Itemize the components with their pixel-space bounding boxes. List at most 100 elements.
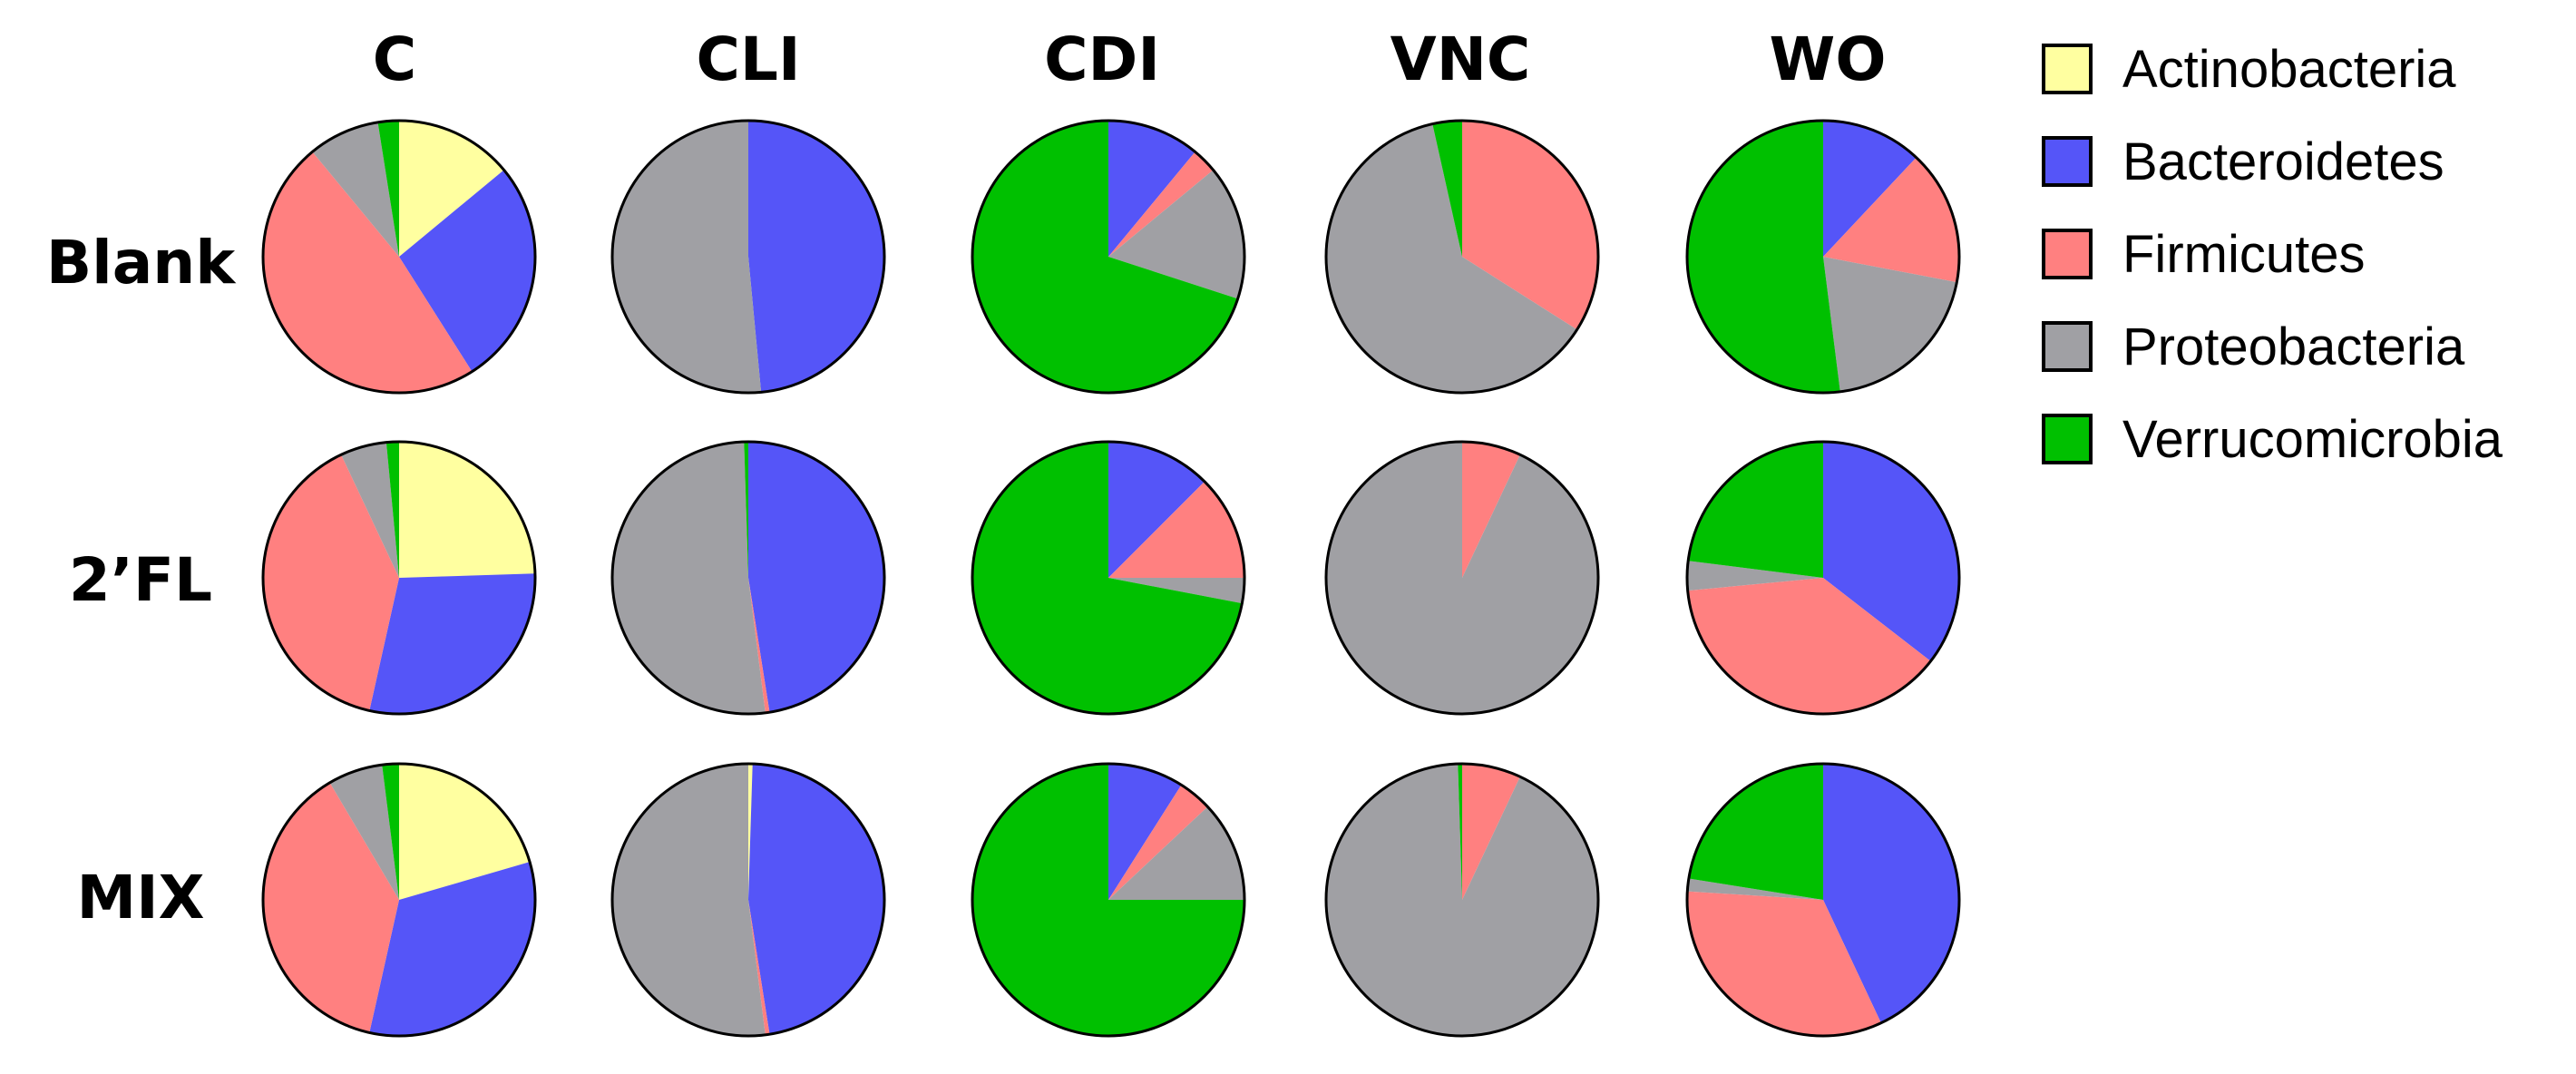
legend-swatch-actinobacteria (2042, 44, 2093, 94)
pie-blank-vnc (1324, 119, 1600, 395)
pie-outline-blank-c (261, 119, 537, 395)
row-label-2fl: 2’FL (69, 545, 212, 615)
pie-outline-2fl-wo (1685, 440, 1961, 716)
slice-blank-cli-proteobacteria (611, 121, 762, 393)
slice-mix-vnc-firmicutes (1462, 764, 1520, 900)
legend-label-verrucomicrobia: Verrucomicrobia (2122, 410, 2503, 469)
slice-2fl-cdi-verrucomicrobia (972, 441, 1243, 714)
legend-item-proteobacteria: Proteobacteria (2042, 317, 2465, 376)
slice-mix-wo-bacteroidetes (1823, 764, 1959, 1023)
slice-2fl-vnc-proteobacteria (1326, 442, 1598, 714)
slice-mix-vnc-verrucomicrobia (1458, 764, 1462, 900)
legend-item-verrucomicrobia: Verrucomicrobia (2042, 410, 2503, 469)
pie-mix-vnc (1324, 762, 1600, 1038)
slice-mix-cli-bacteroidetes (748, 764, 884, 1035)
slice-mix-vnc-proteobacteria (1326, 764, 1599, 1037)
slice-2fl-c-firmicutes (262, 454, 399, 711)
pie-outline-blank-vnc (1324, 119, 1600, 395)
slice-mix-wo-proteobacteria (1687, 878, 1823, 900)
pie-mix-c (261, 762, 537, 1038)
column-label-cli: CLI (696, 24, 800, 94)
pie-blank-wo (1685, 119, 1961, 395)
pie-outline-mix-c (261, 762, 537, 1038)
pie-mix-wo (1685, 762, 1961, 1038)
slice-mix-wo-verrucomicrobia (1688, 764, 1823, 900)
pie-mix-cli (610, 762, 886, 1038)
slice-blank-c-verrucomicrobia (377, 121, 399, 257)
legend-item-bacteroidetes: Bacteroidetes (2042, 132, 2444, 191)
slice-blank-c-proteobacteria (312, 122, 399, 257)
legend-item-firmicutes: Firmicutes (2042, 225, 2365, 284)
pies (261, 119, 1961, 1038)
slice-2fl-c-bacteroidetes (369, 573, 535, 714)
slice-2fl-cdi-proteobacteria (1108, 578, 1244, 604)
legend-swatch-firmicutes (2042, 229, 2093, 279)
legend-swatch-proteobacteria (2042, 321, 2093, 372)
slice-2fl-cli-bacteroidetes (748, 442, 885, 713)
column-label-c: C (373, 24, 416, 94)
pie-blank-cli (610, 119, 886, 395)
pie-outline-mix-wo (1685, 762, 1961, 1038)
pie-outline-mix-vnc (1324, 762, 1600, 1038)
slice-mix-c-proteobacteria (329, 765, 399, 900)
slice-2fl-wo-firmicutes (1687, 578, 1931, 715)
slice-blank-cdi-proteobacteria (1108, 170, 1245, 299)
slice-2fl-vnc-firmicutes (1462, 442, 1520, 578)
slice-blank-wo-verrucomicrobia (1687, 121, 1840, 394)
slice-blank-cdi-verrucomicrobia (971, 121, 1238, 393)
slice-blank-vnc-firmicutes (1462, 121, 1598, 330)
slice-blank-wo-bacteroidetes (1823, 121, 1917, 257)
legend-item-actinobacteria: Actinobacteria (2042, 40, 2456, 99)
row-label-blank: Blank (46, 228, 237, 298)
pie-outline-2fl-c (261, 440, 537, 716)
pie-blank-cdi (971, 119, 1246, 395)
legend-swatch-verrucomicrobia (2042, 414, 2093, 464)
slice-2fl-cdi-firmicutes (1108, 481, 1244, 578)
pie-outline-blank-wo (1685, 119, 1961, 395)
slice-2fl-cli-verrucomicrobia (744, 442, 748, 578)
pie-2fl-cdi (971, 440, 1246, 716)
slice-2fl-wo-verrucomicrobia (1688, 442, 1823, 578)
slice-mix-c-bacteroidetes (369, 862, 536, 1036)
slice-2fl-cdi-bacteroidetes (1108, 442, 1205, 578)
legend: Actinobacteria Bacteroidetes Firmicutes … (2042, 40, 2503, 469)
slice-blank-c-actinobacteria (399, 121, 504, 257)
legend-label-actinobacteria: Actinobacteria (2122, 40, 2456, 99)
pie-2fl-c (261, 440, 537, 716)
slice-blank-wo-firmicutes (1823, 157, 1960, 283)
slice-2fl-wo-proteobacteria (1687, 561, 1823, 591)
slice-mix-c-firmicutes (262, 782, 399, 1033)
slice-2fl-cli-firmicutes (748, 578, 770, 713)
legend-label-firmicutes: Firmicutes (2122, 225, 2365, 284)
slice-mix-cdi-verrucomicrobia (972, 764, 1244, 1036)
slice-blank-cli-bacteroidetes (748, 121, 884, 393)
slice-2fl-c-actinobacteria (399, 442, 535, 578)
slice-mix-wo-firmicutes (1687, 891, 1881, 1036)
slice-2fl-cli-proteobacteria (612, 442, 766, 714)
legend-label-bacteroidetes: Bacteroidetes (2122, 132, 2444, 191)
slice-mix-cli-actinobacteria (748, 764, 753, 900)
pie-mix-cdi (971, 762, 1246, 1038)
column-labels: C CLI CDI VNC WO (373, 24, 1887, 94)
slice-mix-cdi-bacteroidetes (1108, 764, 1182, 900)
slice-2fl-c-verrucomicrobia (385, 442, 399, 578)
pie-2fl-vnc (1324, 440, 1600, 716)
slice-mix-cdi-proteobacteria (1108, 806, 1244, 900)
slice-mix-cli-firmicutes (748, 900, 770, 1035)
pie-outline-2fl-vnc (1324, 440, 1600, 716)
legend-swatch-bacteroidetes (2042, 136, 2093, 187)
slice-mix-c-actinobacteria (399, 764, 531, 900)
pie-outline-mix-cli (610, 762, 886, 1038)
slice-blank-c-bacteroidetes (399, 170, 536, 372)
column-label-wo: WO (1770, 24, 1887, 94)
slice-blank-vnc-proteobacteria (1325, 123, 1577, 394)
row-label-mix: MIX (76, 863, 204, 932)
slice-blank-cdi-bacteroidetes (1108, 121, 1195, 257)
slice-blank-wo-proteobacteria (1823, 257, 1957, 392)
legend-label-proteobacteria: Proteobacteria (2122, 317, 2465, 376)
pie-outline-2fl-cdi (971, 440, 1246, 716)
slice-blank-vnc-verrucomicrobia (1432, 121, 1462, 257)
slice-blank-cdi-firmicutes (1108, 151, 1214, 257)
slice-2fl-c-proteobacteria (341, 442, 399, 578)
